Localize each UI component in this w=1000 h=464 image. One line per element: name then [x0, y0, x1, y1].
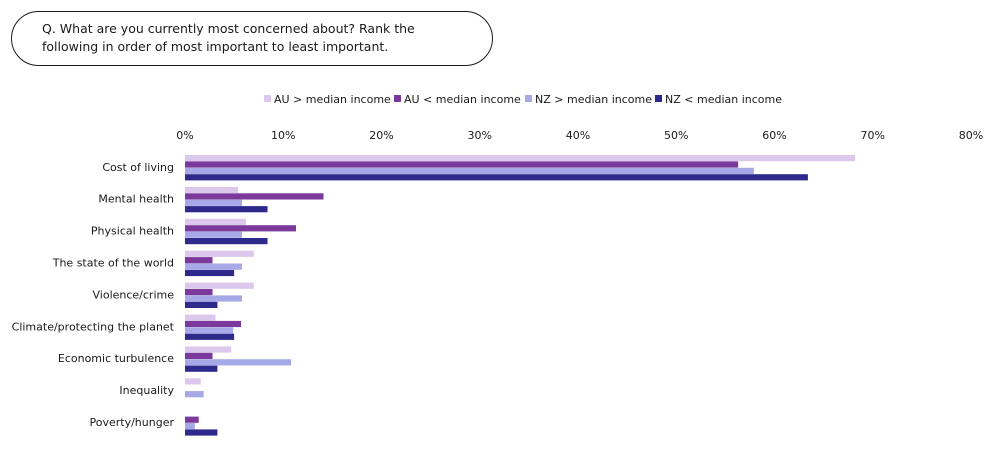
bar [185, 199, 242, 206]
x-tick-label: 10% [271, 129, 295, 142]
bar [185, 423, 195, 430]
bar [185, 365, 218, 372]
bar [185, 301, 218, 308]
bar [185, 391, 204, 398]
category-label: Violence/crime [93, 288, 175, 301]
x-tick-label: 60% [762, 129, 786, 142]
legend-swatch [264, 95, 271, 102]
category-label: Cost of living [102, 161, 174, 174]
x-tick-label: 40% [566, 129, 590, 142]
bar [185, 269, 235, 277]
bar [185, 155, 856, 162]
category-label: Poverty/hunger [90, 416, 175, 429]
bar [185, 282, 254, 289]
bars [185, 155, 856, 436]
legend-swatch [655, 95, 662, 102]
bar [185, 167, 754, 174]
bar [185, 193, 324, 200]
bar [185, 359, 292, 366]
bar [185, 378, 201, 385]
bar [185, 206, 268, 213]
legend-label: AU > median income [274, 93, 391, 106]
category-label: Mental health [98, 193, 174, 206]
x-tick-label: 80% [959, 129, 983, 142]
bar [185, 186, 239, 194]
question-box: Q. What are you currently most concerned… [11, 11, 493, 66]
bar [185, 231, 242, 238]
bar [185, 257, 213, 264]
legend-label: NZ > median income [535, 93, 652, 106]
x-tick-label: 50% [664, 129, 688, 142]
bar [185, 174, 808, 181]
chart-legend: AU > median income AU < median income NZ >… [264, 93, 782, 106]
x-tick-label: 20% [369, 129, 393, 142]
legend-swatch [394, 95, 401, 102]
bar [185, 416, 199, 423]
category-label: Physical health [91, 225, 174, 238]
bar [185, 314, 216, 321]
legend-label: AU < median income [404, 93, 521, 106]
legend-swatch [525, 95, 532, 102]
bar [185, 225, 297, 232]
category-label: Climate/protecting the planet [12, 320, 175, 333]
bar [185, 218, 246, 225]
x-tick-label: 30% [468, 129, 492, 142]
bar [185, 161, 739, 168]
category-label: Economic turbulence [58, 352, 174, 365]
bar [185, 352, 213, 359]
category-labels: Cost of living Mental health Physical heal… [12, 161, 175, 429]
x-axis-ticks: 0% 10% 20% 30% 40% 50% 60% 70% 80% [176, 129, 983, 142]
bar [185, 346, 232, 353]
bar [185, 429, 218, 436]
bar [185, 250, 254, 257]
bar [185, 238, 268, 245]
bar [185, 289, 213, 296]
legend-label: NZ < median income [665, 93, 782, 106]
bar [185, 333, 235, 340]
x-tick-label: 0% [176, 129, 193, 142]
category-label: Inequality [119, 384, 174, 397]
bar [185, 263, 242, 270]
question-text: Q. What are you currently most concerned… [42, 21, 415, 54]
bar [185, 327, 234, 334]
x-tick-label: 70% [861, 129, 885, 142]
bar [185, 295, 242, 302]
category-label: The state of the world [52, 257, 174, 270]
bar [185, 320, 242, 328]
